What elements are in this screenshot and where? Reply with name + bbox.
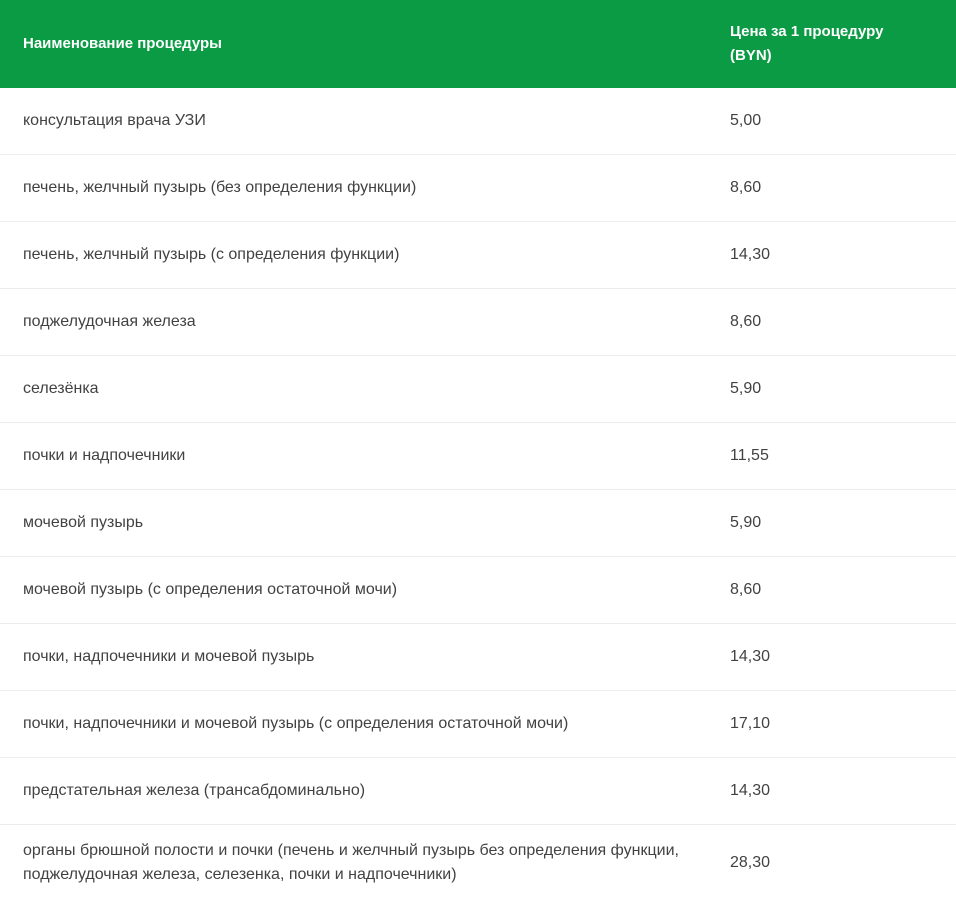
procedure-name: печень, желчный пузырь (без определения … xyxy=(23,179,417,196)
table-row: консультация врача УЗИ 5,00 xyxy=(0,88,956,155)
procedure-price: 8,60 xyxy=(730,313,762,330)
procedure-price: 14,30 xyxy=(730,246,771,263)
header-name-label: Наименование процедуры xyxy=(23,35,222,52)
procedure-price: 17,10 xyxy=(730,715,771,732)
table-row: печень, желчный пузырь (без определения … xyxy=(0,155,956,222)
procedure-price: 28,30 xyxy=(730,854,771,871)
procedure-price: 14,30 xyxy=(730,782,771,799)
table-row: почки, надпочечники и мочевой пузырь 14,… xyxy=(0,624,956,691)
procedure-name: печень, желчный пузырь (с определения фу… xyxy=(23,246,400,263)
procedure-name: органы брюшной полости и почки (печень и… xyxy=(23,842,679,883)
table-row: селезёнка 5,90 xyxy=(0,356,956,423)
procedure-price: 5,90 xyxy=(730,514,762,531)
procedure-name: предстательная железа (трансабдоминально… xyxy=(23,782,366,799)
table-row: печень, желчный пузырь (с определения фу… xyxy=(0,222,956,289)
procedure-price: 8,60 xyxy=(730,581,762,598)
procedure-name: почки, надпочечники и мочевой пузырь (с … xyxy=(23,715,569,732)
procedure-name: почки и надпочечники xyxy=(23,447,186,464)
procedure-name: мочевой пузырь (с определения остаточной… xyxy=(23,581,398,598)
procedure-price: 5,00 xyxy=(730,112,762,129)
header-price-label: Цена за 1 процедуру (BYN) xyxy=(730,23,884,64)
procedure-name: почки, надпочечники и мочевой пузырь xyxy=(23,648,315,665)
procedure-name: поджелудочная железа xyxy=(23,313,196,330)
table-row: почки и надпочечники 11,55 xyxy=(0,423,956,490)
procedure-price: 11,55 xyxy=(730,447,769,464)
procedure-price: 14,30 xyxy=(730,648,771,665)
table-header: Наименование процедуры Цена за 1 процеду… xyxy=(0,0,956,88)
procedure-price: 5,90 xyxy=(730,380,762,397)
table-row: почки, надпочечники и мочевой пузырь (с … xyxy=(0,691,956,758)
table-row: органы брюшной полости и почки (печень и… xyxy=(0,825,956,901)
table-row: поджелудочная железа 8,60 xyxy=(0,289,956,356)
procedure-name: мочевой пузырь xyxy=(23,514,144,531)
procedure-name: селезёнка xyxy=(23,380,99,397)
procedure-price: 8,60 xyxy=(730,179,762,196)
table-body: консультация врача УЗИ 5,00 печень, желч… xyxy=(0,88,956,901)
table-row: предстательная железа (трансабдоминально… xyxy=(0,758,956,825)
procedure-name: консультация врача УЗИ xyxy=(23,112,206,129)
table-row: мочевой пузырь (с определения остаточной… xyxy=(0,557,956,624)
table-row: мочевой пузырь 5,90 xyxy=(0,490,956,557)
